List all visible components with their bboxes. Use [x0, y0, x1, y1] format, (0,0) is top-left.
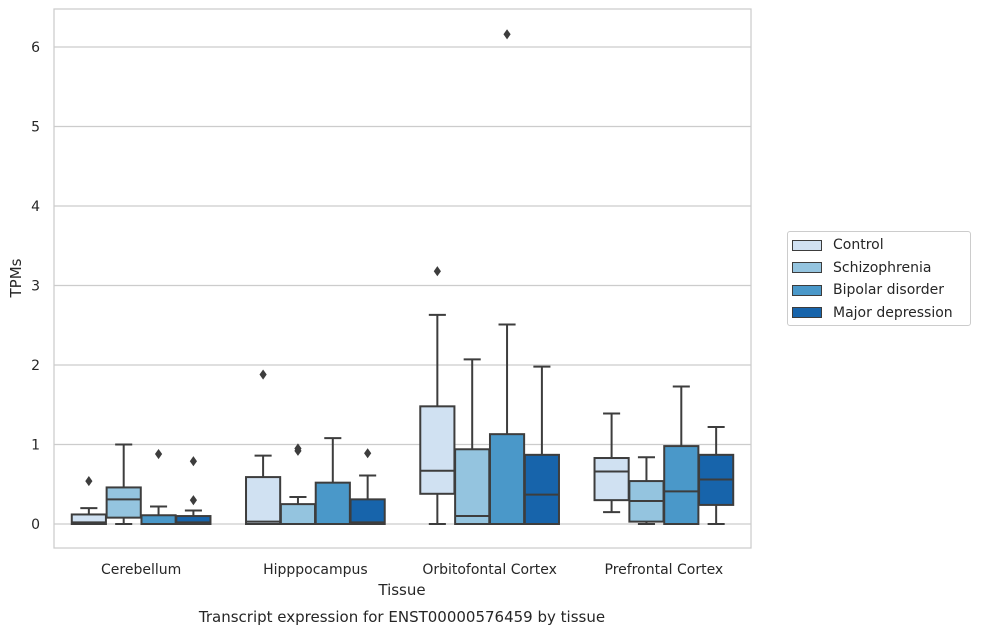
box-bipolar-disorder — [140, 449, 177, 526]
legend-item: Control — [792, 235, 884, 255]
outlier-point — [85, 476, 93, 487]
iqr-box — [593, 457, 630, 502]
box-schizophrenia — [279, 443, 317, 525]
y-tick-label: 2 — [31, 358, 40, 374]
y-tick-label: 0 — [31, 517, 40, 533]
outlier-point — [433, 266, 441, 277]
outlier-point — [503, 29, 511, 40]
box-schizophrenia — [628, 456, 665, 525]
iqr-box — [140, 514, 177, 526]
iqr-box — [314, 481, 351, 526]
legend-item: Schizophrenia — [792, 258, 931, 278]
box-schizophrenia — [454, 358, 491, 525]
legend-item: Bipolar disorder — [792, 280, 944, 300]
iqr-box — [279, 503, 317, 525]
iqr-box — [70, 513, 107, 526]
outlier-point — [189, 456, 197, 467]
y-tick-label: 3 — [31, 279, 40, 295]
iqr-box — [523, 453, 560, 525]
legend-item: Major depression — [792, 303, 953, 323]
outlier-point — [154, 449, 163, 460]
box-control — [70, 476, 107, 526]
legend-label: Major depression — [833, 304, 953, 321]
y-axis-label: TPMs — [7, 258, 25, 298]
box-major-depression — [698, 426, 735, 525]
iqr-box — [488, 433, 526, 526]
box-series — [70, 29, 735, 526]
iqr-box — [175, 515, 212, 525]
outlier-point — [189, 495, 197, 506]
x-tick-label: Hipppocampus — [263, 562, 368, 578]
y-axis-ticks: 0 1 2 3 4 5 6 — [31, 40, 40, 533]
x-axis-ticks: Cerebellum Hipppocampus Orbitofontal Corte… — [101, 562, 723, 578]
legend-swatch — [792, 284, 822, 296]
box-bipolar-disorder — [314, 437, 351, 526]
box-schizophrenia — [105, 443, 142, 525]
legend-label: Schizophrenia — [833, 259, 932, 276]
box-bipolar-disorder — [488, 29, 526, 526]
box-control — [419, 266, 456, 525]
y-tick-label: 5 — [31, 120, 40, 136]
x-axis-label: Tissue — [377, 581, 425, 599]
y-tick-label: 1 — [31, 438, 40, 454]
legend: Control Schizophrenia Bipolar disorder Majo… — [787, 231, 971, 326]
outlier-point — [364, 448, 372, 459]
iqr-box — [663, 445, 700, 525]
grid-lines — [54, 46, 751, 525]
iqr-box — [419, 405, 456, 495]
iqr-box — [105, 486, 142, 519]
legend-label: Bipolar disorder — [833, 282, 945, 298]
plot-frame — [53, 8, 752, 549]
box-control — [245, 369, 282, 525]
iqr-box — [245, 476, 282, 525]
outlier-point — [294, 443, 302, 454]
box-control — [593, 412, 630, 514]
iqr-box — [349, 498, 386, 526]
legend-swatch — [792, 262, 822, 273]
box-major-depression — [349, 448, 386, 526]
x-tick-label: Cerebellum — [101, 562, 181, 578]
legend-swatch — [792, 307, 822, 318]
box-major-depression — [175, 456, 212, 525]
legend-swatch — [792, 239, 822, 251]
box-bipolar-disorder — [663, 385, 700, 525]
x-tick-label: Prefrontal Cortex — [605, 562, 724, 578]
x-tick-label: Orbitofontal Cortex — [422, 562, 557, 578]
y-tick-label: 4 — [31, 199, 40, 215]
chart-caption: Transcript expression for ENST0000057645… — [198, 608, 605, 626]
box-major-depression — [523, 365, 560, 525]
y-tick-label: 6 — [31, 40, 40, 56]
legend-label: Control — [833, 237, 884, 253]
outlier-point — [259, 369, 267, 380]
iqr-box — [454, 448, 491, 525]
